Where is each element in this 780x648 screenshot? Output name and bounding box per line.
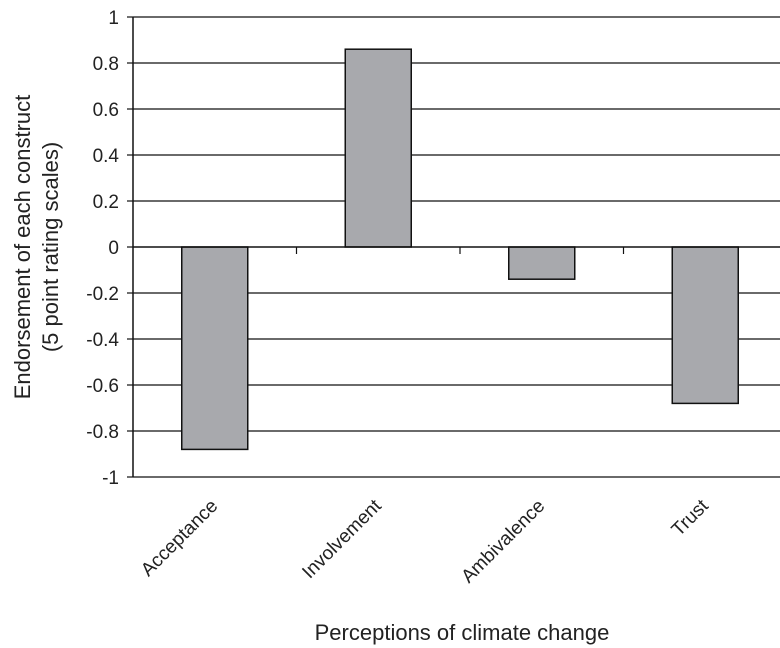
- y-tick-label: 0: [108, 238, 119, 259]
- x-axis-title: Perceptions of climate change: [315, 620, 610, 645]
- y-tick-label: 1: [108, 8, 119, 29]
- bar-acceptance: [181, 246, 249, 451]
- x-tick-label: Ambivalence: [458, 496, 550, 588]
- y-tick-labels: 1 0.8 0.6 0.4 0.2 0 -0.2 -0.4 -0.6 -0.8 -1: [86, 8, 119, 489]
- y-tick-label: -0.8: [86, 422, 119, 443]
- axes: [127, 16, 780, 478]
- x-tick-label: Trust: [668, 495, 713, 540]
- y-tick-label: 0.2: [93, 192, 119, 213]
- y-axis-title-line-1: Endorsement of each construct: [10, 95, 35, 400]
- y-tick-label: -0.2: [86, 284, 119, 305]
- x-tick-label: Involvement: [298, 495, 386, 583]
- y-axis-title-line-2: (5 point rating scales): [38, 142, 63, 352]
- y-tick-label: -0.4: [86, 330, 119, 351]
- y-tick-label: -0.6: [86, 376, 119, 397]
- x-tick-label: Acceptance: [137, 496, 222, 581]
- y-tick-label: -1: [102, 468, 119, 489]
- bar-involvement: [344, 48, 412, 248]
- y-tick-label: 0.8: [93, 54, 119, 75]
- y-tick-label: 0.4: [93, 146, 120, 167]
- bar-trust: [671, 246, 739, 405]
- x-tick-labels: Acceptance Involvement Ambivalence Trust: [137, 495, 713, 587]
- bar-ambivalence: [508, 246, 576, 280]
- y-tick-label: 0.6: [93, 100, 119, 121]
